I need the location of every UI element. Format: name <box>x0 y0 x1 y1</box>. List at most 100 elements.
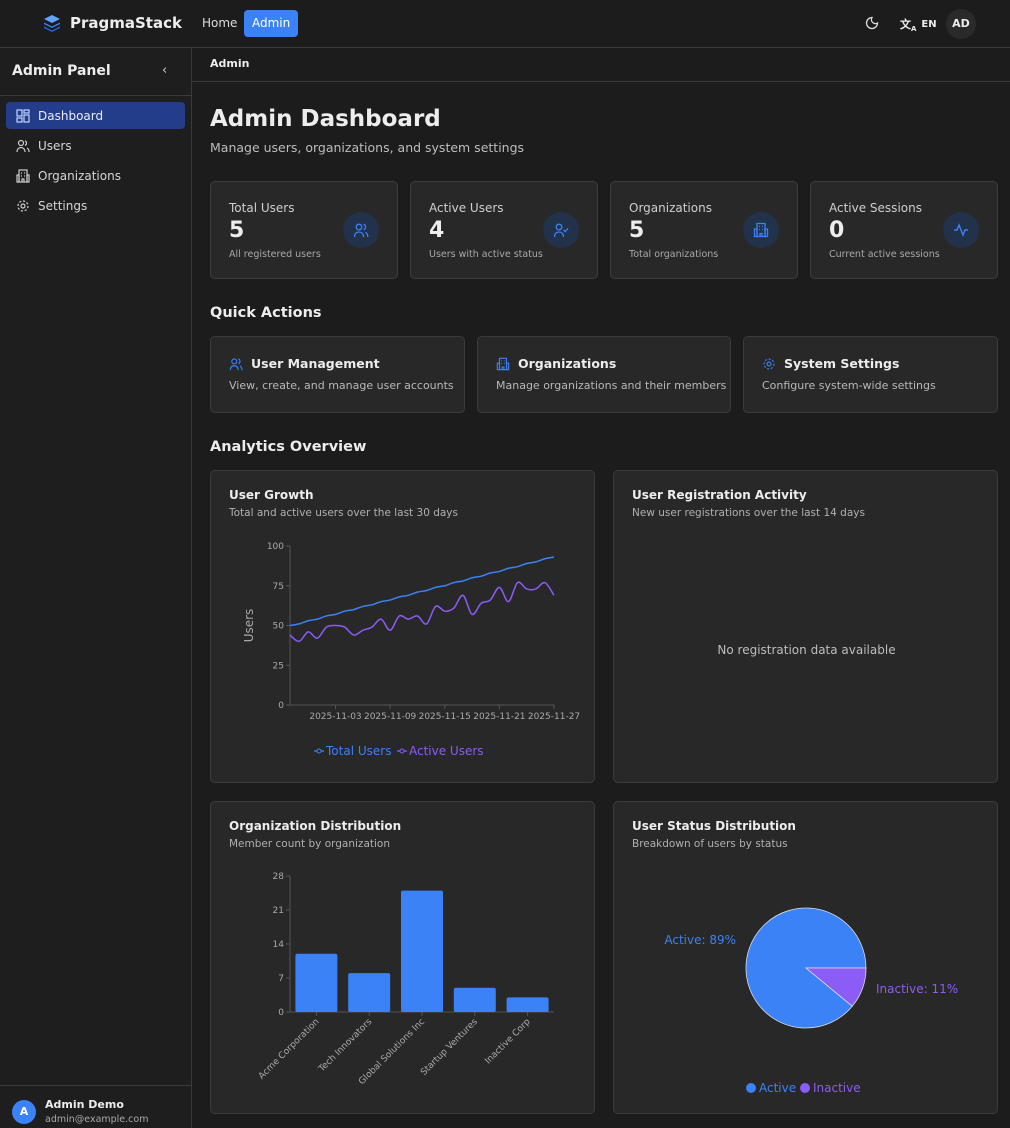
chart-subtitle: Total and active users over the last 30 … <box>229 507 458 519</box>
y-tick-label: 50 <box>273 622 285 632</box>
x-tick-label: 2025-11-15 <box>419 712 471 722</box>
sidebar: Admin Panel ‹ Dashboard Users Organizati… <box>0 48 192 1128</box>
users-icon <box>343 212 379 248</box>
y-tick-label: 100 <box>267 542 284 552</box>
y-tick-label: 0 <box>278 1008 284 1018</box>
sidebar-title: Admin Panel <box>12 63 111 79</box>
theme-toggle-button[interactable] <box>864 15 880 34</box>
user-check-icon <box>543 212 579 248</box>
sidebar-item-label: Dashboard <box>38 108 104 123</box>
y-axis-label: Users <box>242 609 256 643</box>
legend-item: Total Users <box>325 744 391 758</box>
y-tick-label: 21 <box>273 906 284 916</box>
bar <box>348 973 391 1012</box>
stat-label: Active Sessions <box>829 201 922 215</box>
breadcrumb[interactable]: Admin <box>210 57 250 70</box>
org-distribution-chart-card: Organization Distribution Member count b… <box>210 801 595 1114</box>
page-subtitle: Manage users, organizations, and system … <box>210 140 525 155</box>
bar <box>295 953 338 1012</box>
stat-value: 4 <box>429 218 445 243</box>
user-growth-chart: 0 25 50 75 100 2025-11-03 2025-11-09 2025-11-15… <box>242 542 580 758</box>
legend-marker <box>746 1083 756 1093</box>
stat-description: Total organizations <box>629 249 719 260</box>
stat-card: Total Users 5 All registered users <box>210 181 398 279</box>
stat-value: 5 <box>629 218 645 243</box>
x-tick-label: 2025-11-21 <box>473 712 525 722</box>
nav-admin[interactable]: Admin <box>244 10 299 37</box>
stat-description: Current active sessions <box>829 249 940 260</box>
divider <box>0 1085 191 1086</box>
user-email: admin@example.com <box>45 1114 149 1125</box>
building-icon <box>16 168 30 183</box>
y-tick-label: 75 <box>273 582 284 592</box>
legend-item: Active Users <box>409 744 484 758</box>
legend-marker <box>800 1083 810 1093</box>
translate-icon: 文A <box>900 18 917 34</box>
section-title: Analytics Overview <box>210 439 367 455</box>
legend-marker-dot <box>316 748 322 754</box>
y-tick-label: 7 <box>278 974 284 984</box>
y-tick-label: 25 <box>273 661 284 671</box>
quick-action-description: View, create, and manage user accounts <box>229 379 454 392</box>
user-avatar-button[interactable]: AD <box>946 9 976 39</box>
building-icon <box>496 357 510 370</box>
users-icon <box>229 357 243 370</box>
stat-label: Organizations <box>629 201 712 215</box>
brand-logo[interactable]: PragmaStack <box>42 13 182 33</box>
stat-card: Active Users 4 Users with active status <box>410 181 598 279</box>
bar <box>506 997 549 1012</box>
x-tick-label: Inactive Corp <box>483 1017 533 1067</box>
quick-action-organizations[interactable]: Organizations Manage organizations and t… <box>477 336 731 413</box>
x-tick-label: Tech Innovators <box>316 1017 374 1075</box>
chart-subtitle: New user registrations over the last 14 … <box>632 507 865 519</box>
section-title: Quick Actions <box>210 305 322 321</box>
stack-logo-icon <box>44 15 60 32</box>
language-button[interactable]: 文A EN <box>900 16 937 33</box>
chart-title: User Growth <box>229 488 314 502</box>
nav-home[interactable]: Home <box>202 16 238 30</box>
empty-state-message: No registration data available <box>717 643 896 657</box>
sidebar-item-label: Organizations <box>38 168 121 183</box>
activity-icon <box>943 212 979 248</box>
stat-card: Active Sessions 0 Current active session… <box>810 181 998 279</box>
building-icon <box>743 212 779 248</box>
sidebar-item-organizations[interactable]: Organizations <box>6 162 185 189</box>
stat-description: All registered users <box>229 249 321 260</box>
x-tick-label: Acme Corporation <box>257 1017 322 1082</box>
stat-label: Active Users <box>429 201 504 215</box>
bar <box>401 890 443 1012</box>
chart-subtitle: Member count by organization <box>229 838 390 850</box>
quick-action-title: Organizations <box>518 356 617 371</box>
quick-action-user-management[interactable]: User Management View, create, and manage… <box>210 336 465 413</box>
x-tick-label: 2025-11-03 <box>309 712 361 722</box>
user-status-chart: Active: 89% Inactive: 11% Active Inactive <box>664 907 958 1095</box>
sidebar-item-label: Users <box>38 138 72 153</box>
gear-icon <box>17 199 29 212</box>
quick-action-system-settings[interactable]: System Settings Configure system-wide se… <box>743 336 998 413</box>
registration-chart-card: User Registration Activity New user regi… <box>613 470 998 783</box>
divider <box>192 81 1010 82</box>
collapse-sidebar-button[interactable]: ‹ <box>162 63 168 78</box>
bar <box>453 987 496 1012</box>
sidebar-item-settings[interactable]: Settings <box>6 192 185 219</box>
stat-description: Users with active status <box>429 249 543 260</box>
x-tick-label: 2025-11-09 <box>364 712 417 722</box>
y-tick-label: 28 <box>273 872 285 882</box>
sidebar-item-dashboard[interactable]: Dashboard <box>6 102 185 129</box>
language-code: EN <box>921 19 937 31</box>
stat-card: Organizations 5 Total organizations <box>610 181 798 279</box>
chart-title: Organization Distribution <box>229 819 402 833</box>
page-title: Admin Dashboard <box>210 106 441 132</box>
y-tick-label: 0 <box>278 701 284 711</box>
user-name: Admin Demo <box>45 1098 124 1111</box>
quick-action-title: System Settings <box>784 356 900 371</box>
moon-icon <box>865 16 879 30</box>
user-status-chart-card: User Status Distribution Breakdown of us… <box>613 801 998 1114</box>
pie-label: Inactive: 11% <box>876 982 958 996</box>
quick-action-description: Configure system-wide settings <box>762 379 936 392</box>
chart-title: User Status Distribution <box>632 819 796 833</box>
legend-marker-dot <box>399 748 405 754</box>
stat-value: 0 <box>829 218 845 243</box>
sidebar-item-users[interactable]: Users <box>6 132 185 159</box>
